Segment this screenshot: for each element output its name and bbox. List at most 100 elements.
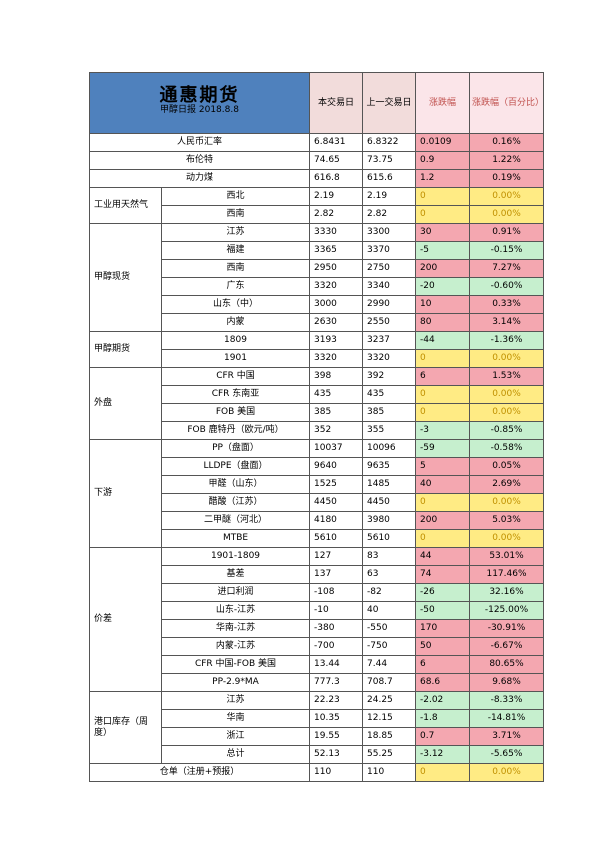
prev-value: 5610 [362,529,416,548]
item-label: 华南-江苏 [161,619,310,638]
prev-value: 55.25 [362,745,416,764]
prev-value: 10096 [362,439,416,458]
prev-value: 3237 [362,331,416,350]
change-value: 6 [415,655,470,674]
prev-value: 7.44 [362,655,416,674]
pct-value: -0.15% [469,241,544,260]
methanol-daily-table: 通惠期货 甲醇日报 2018.8.8 本交易日 上一交易日 涨跌幅 涨跌幅（百分… [89,72,544,782]
today-value: 52.13 [309,745,363,764]
table-row: 内蒙-江苏 -700 -750 50 -6.67% [90,637,544,656]
group-label: 外盘 [89,367,162,440]
pct-value: -14.81% [469,709,544,728]
change-value: 0.0109 [415,133,470,152]
group-label: 甲醇期货 [89,331,162,368]
change-value: 0 [415,349,470,368]
change-value: -50 [415,601,470,620]
today-value: 74.65 [309,151,363,170]
prev-value: 435 [362,385,416,404]
change-value: 80 [415,313,470,332]
today-value: 10037 [309,439,363,458]
change-value: 0 [415,403,470,422]
pct-value: 53.01% [469,547,544,566]
header-today: 本交易日 [309,72,363,134]
pct-value: -5.65% [469,745,544,764]
group-label: 价差 [89,547,162,692]
change-value: 44 [415,547,470,566]
today-value: 5610 [309,529,363,548]
item-label: FOB 鹿特丹（欧元/吨） [161,421,310,440]
prev-value: 9635 [362,457,416,476]
change-value: 0 [415,205,470,224]
prev-value: 2750 [362,259,416,278]
table-row: 甲醇现货 江苏 3330 3300 30 0.91% [89,223,544,332]
change-value: 30 [415,223,470,242]
change-value: 0.9 [415,151,470,170]
change-value: 6 [415,367,470,386]
prev-value: 73.75 [362,151,416,170]
pct-value: 0.00% [469,187,544,206]
item-label: CFR 中国-FOB 美国 [161,655,310,674]
item-label: PP-2.9*MA [161,673,310,692]
change-value: 0 [415,385,470,404]
change-value: -3.12 [415,745,470,764]
prev-value: 40 [362,601,416,620]
table-row: PP-2.9*MA 777.3 708.7 68.6 9.68% [90,673,544,692]
prev-value: -550 [362,619,416,638]
pct-value: 9.68% [469,673,544,692]
today-value: 2.19 [309,187,363,206]
today-value: 616.8 [309,169,363,188]
change-value: 68.6 [415,673,470,692]
today-value: 398 [309,367,363,386]
table-row: 下游 PP（盘面） 10037 10096 -59 -0.58% [89,439,544,548]
pct-value: 0.00% [469,349,544,368]
table-row: 福建 3365 3370 -5 -0.15% [90,241,544,260]
prev-value: 2.82 [362,205,416,224]
pct-value: 0.91% [469,223,544,242]
group-label: 港口库存（周度） [89,691,162,764]
prev-value: 708.7 [362,673,416,692]
item-label: 布伦特 [89,151,310,170]
change-value: 40 [415,475,470,494]
today-value: 9640 [309,457,363,476]
prev-value: 6.8322 [362,133,416,152]
item-label: 西北 [161,187,310,206]
item-label: 福建 [161,241,310,260]
pct-value: 1.22% [469,151,544,170]
item-label: 人民币汇率 [89,133,310,152]
pct-value: 0.00% [469,493,544,512]
change-value: -1.8 [415,709,470,728]
today-value: 2630 [309,313,363,332]
item-label: MTBE [161,529,310,548]
item-label: 江苏 [161,691,310,710]
pct-value: 0.00% [469,385,544,404]
group-label: 工业用天然气 [89,187,162,224]
prev-value: 2990 [362,295,416,314]
today-value: 3330 [309,223,363,242]
title-cell: 通惠期货 甲醇日报 2018.8.8 [89,72,310,134]
pct-value: 0.00% [469,763,544,782]
today-value: 3000 [309,295,363,314]
pct-value: -0.58% [469,439,544,458]
today-value: 110 [309,763,363,782]
item-label: 内蒙-江苏 [161,637,310,656]
pct-value: -125.00% [469,601,544,620]
prev-value: -750 [362,637,416,656]
change-value: -2.02 [415,691,470,710]
today-value: 1525 [309,475,363,494]
today-value: 777.3 [309,673,363,692]
pct-value: 3.14% [469,313,544,332]
today-value: -108 [309,583,363,602]
pct-value: -1.36% [469,331,544,350]
item-label: 浙江 [161,727,310,746]
change-value: 50 [415,637,470,656]
pct-value: 32.16% [469,583,544,602]
pct-value: 1.53% [469,367,544,386]
change-value: 200 [415,511,470,530]
pct-value: 80.65% [469,655,544,674]
table-row: 港口库存（周度） 江苏 22.23 24.25 -2.02 -8.33% [89,691,544,764]
prev-value: 1485 [362,475,416,494]
item-label: LLDPE（盘面） [161,457,310,476]
item-label: 山东-江苏 [161,601,310,620]
pct-value: 0.05% [469,457,544,476]
prev-value: 110 [362,763,416,782]
